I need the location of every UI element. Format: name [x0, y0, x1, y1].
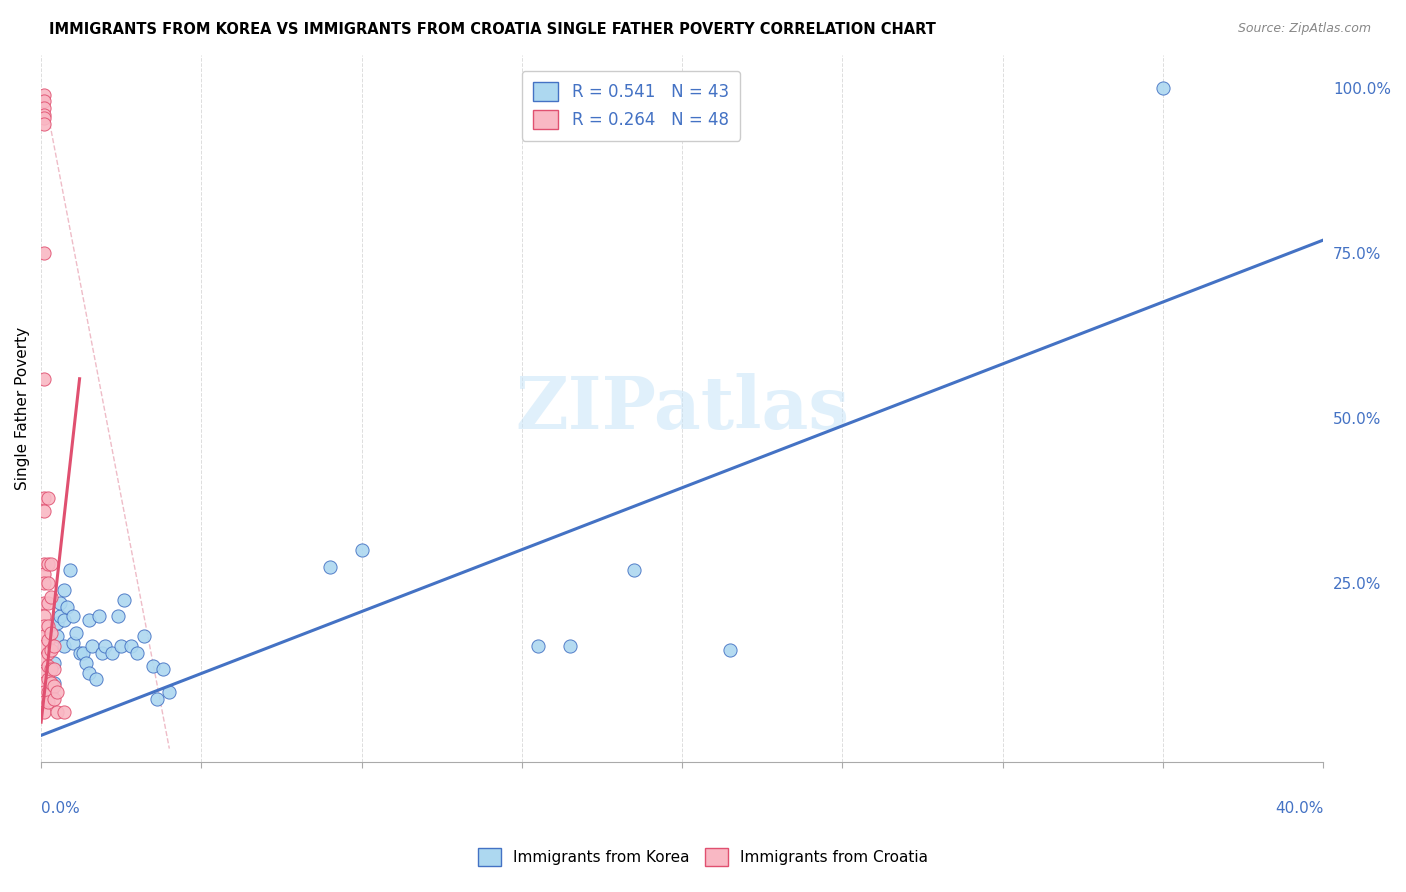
Point — [37, 685, 59, 699]
Y-axis label: Single Father Poverty: Single Father Poverty — [15, 326, 30, 490]
Point — [94, 639, 117, 653]
Point — [46, 629, 69, 643]
Point — [120, 639, 142, 653]
Point — [132, 629, 155, 643]
Point — [34, 639, 56, 653]
Point — [49, 596, 72, 610]
Point — [145, 692, 167, 706]
Point — [34, 118, 56, 132]
Point — [34, 372, 56, 386]
Point — [34, 557, 56, 571]
Point — [39, 557, 62, 571]
Point — [42, 679, 65, 693]
Point — [39, 626, 62, 640]
Point — [34, 619, 56, 633]
Point — [157, 685, 180, 699]
Point — [42, 662, 65, 676]
Point — [623, 563, 645, 577]
Point — [37, 576, 59, 591]
Point — [110, 639, 132, 653]
Point — [34, 705, 56, 719]
Point — [152, 662, 174, 676]
Point — [77, 665, 100, 680]
Point — [34, 107, 56, 121]
Point — [107, 609, 129, 624]
Point — [42, 675, 65, 690]
Point — [37, 659, 59, 673]
Point — [37, 672, 59, 686]
Point — [87, 609, 110, 624]
Point — [37, 491, 59, 505]
Point — [34, 596, 56, 610]
Point — [46, 685, 69, 699]
Point — [37, 695, 59, 709]
Point — [34, 609, 56, 624]
Point — [114, 593, 136, 607]
Point — [59, 563, 82, 577]
Point — [527, 639, 550, 653]
Point — [34, 246, 56, 260]
Point — [718, 642, 741, 657]
Point — [39, 590, 62, 604]
Point — [52, 705, 75, 719]
Point — [46, 616, 69, 631]
Point — [55, 599, 77, 614]
Point — [34, 652, 56, 666]
Point — [100, 646, 122, 660]
Point — [42, 692, 65, 706]
Point — [77, 613, 100, 627]
Point — [34, 695, 56, 709]
Point — [34, 491, 56, 505]
Point — [52, 639, 75, 653]
Point — [72, 646, 94, 660]
Point — [52, 583, 75, 598]
Point — [350, 543, 373, 558]
Legend: Immigrants from Korea, Immigrants from Croatia: Immigrants from Korea, Immigrants from C… — [471, 841, 935, 873]
Point — [34, 629, 56, 643]
Point — [42, 656, 65, 670]
Point — [34, 95, 56, 109]
Point — [42, 639, 65, 653]
Point — [82, 639, 104, 653]
Point — [558, 639, 581, 653]
Point — [34, 576, 56, 591]
Point — [75, 656, 97, 670]
Point — [91, 646, 114, 660]
Point — [39, 642, 62, 657]
Point — [52, 613, 75, 627]
Point — [65, 626, 87, 640]
Point — [39, 685, 62, 699]
Point — [34, 111, 56, 125]
Point — [34, 566, 56, 581]
Point — [62, 609, 84, 624]
Point — [39, 662, 62, 676]
Point — [127, 646, 149, 660]
Legend: R = 0.541   N = 43, R = 0.264   N = 48: R = 0.541 N = 43, R = 0.264 N = 48 — [522, 70, 741, 141]
Point — [39, 675, 62, 690]
Point — [34, 101, 56, 115]
Point — [37, 619, 59, 633]
Text: ZIPatlas: ZIPatlas — [515, 373, 849, 444]
Point — [142, 659, 165, 673]
Point — [37, 632, 59, 647]
Text: 0.0%: 0.0% — [41, 801, 80, 815]
Text: IMMIGRANTS FROM KOREA VS IMMIGRANTS FROM CROATIA SINGLE FATHER POVERTY CORRELATI: IMMIGRANTS FROM KOREA VS IMMIGRANTS FROM… — [49, 22, 936, 37]
Point — [34, 87, 56, 102]
Point — [69, 646, 91, 660]
Point — [46, 705, 69, 719]
Point — [37, 646, 59, 660]
Point — [49, 609, 72, 624]
Point — [1152, 81, 1174, 95]
Point — [34, 675, 56, 690]
Point — [34, 685, 56, 699]
Point — [34, 504, 56, 518]
Point — [318, 560, 340, 574]
Text: 40.0%: 40.0% — [1275, 801, 1323, 815]
Point — [37, 557, 59, 571]
Point — [37, 596, 59, 610]
Point — [62, 636, 84, 650]
Text: Source: ZipAtlas.com: Source: ZipAtlas.com — [1237, 22, 1371, 36]
Point — [34, 665, 56, 680]
Point — [84, 672, 107, 686]
